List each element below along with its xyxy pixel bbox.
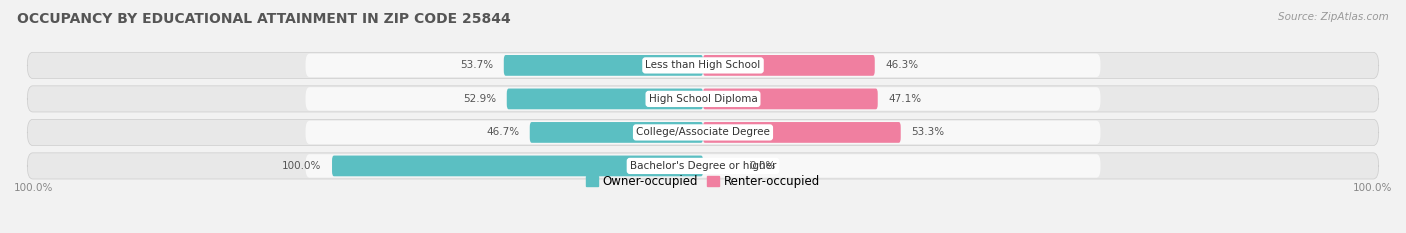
FancyBboxPatch shape <box>503 55 703 76</box>
Text: 53.3%: 53.3% <box>911 127 945 137</box>
Text: 46.7%: 46.7% <box>486 127 519 137</box>
Text: 100.0%: 100.0% <box>14 183 53 193</box>
Legend: Owner-occupied, Renter-occupied: Owner-occupied, Renter-occupied <box>581 170 825 193</box>
FancyBboxPatch shape <box>27 119 1379 145</box>
FancyBboxPatch shape <box>703 122 901 143</box>
FancyBboxPatch shape <box>530 122 703 143</box>
Text: Source: ZipAtlas.com: Source: ZipAtlas.com <box>1278 12 1389 22</box>
FancyBboxPatch shape <box>703 89 877 109</box>
Text: College/Associate Degree: College/Associate Degree <box>636 127 770 137</box>
Text: 46.3%: 46.3% <box>886 60 918 70</box>
FancyBboxPatch shape <box>703 55 875 76</box>
Text: Bachelor's Degree or higher: Bachelor's Degree or higher <box>630 161 776 171</box>
Text: 47.1%: 47.1% <box>889 94 921 104</box>
FancyBboxPatch shape <box>27 153 1379 179</box>
FancyBboxPatch shape <box>27 86 1379 112</box>
FancyBboxPatch shape <box>27 52 1379 79</box>
Text: 100.0%: 100.0% <box>283 161 322 171</box>
Text: Less than High School: Less than High School <box>645 60 761 70</box>
FancyBboxPatch shape <box>506 89 703 109</box>
FancyBboxPatch shape <box>305 54 1101 77</box>
Text: High School Diploma: High School Diploma <box>648 94 758 104</box>
FancyBboxPatch shape <box>305 87 1101 111</box>
Text: OCCUPANCY BY EDUCATIONAL ATTAINMENT IN ZIP CODE 25844: OCCUPANCY BY EDUCATIONAL ATTAINMENT IN Z… <box>17 12 510 26</box>
FancyBboxPatch shape <box>305 121 1101 144</box>
FancyBboxPatch shape <box>332 156 703 176</box>
Text: 0.0%: 0.0% <box>749 161 776 171</box>
Text: 52.9%: 52.9% <box>463 94 496 104</box>
Text: 100.0%: 100.0% <box>1353 183 1392 193</box>
FancyBboxPatch shape <box>305 154 1101 178</box>
Text: 53.7%: 53.7% <box>460 60 494 70</box>
